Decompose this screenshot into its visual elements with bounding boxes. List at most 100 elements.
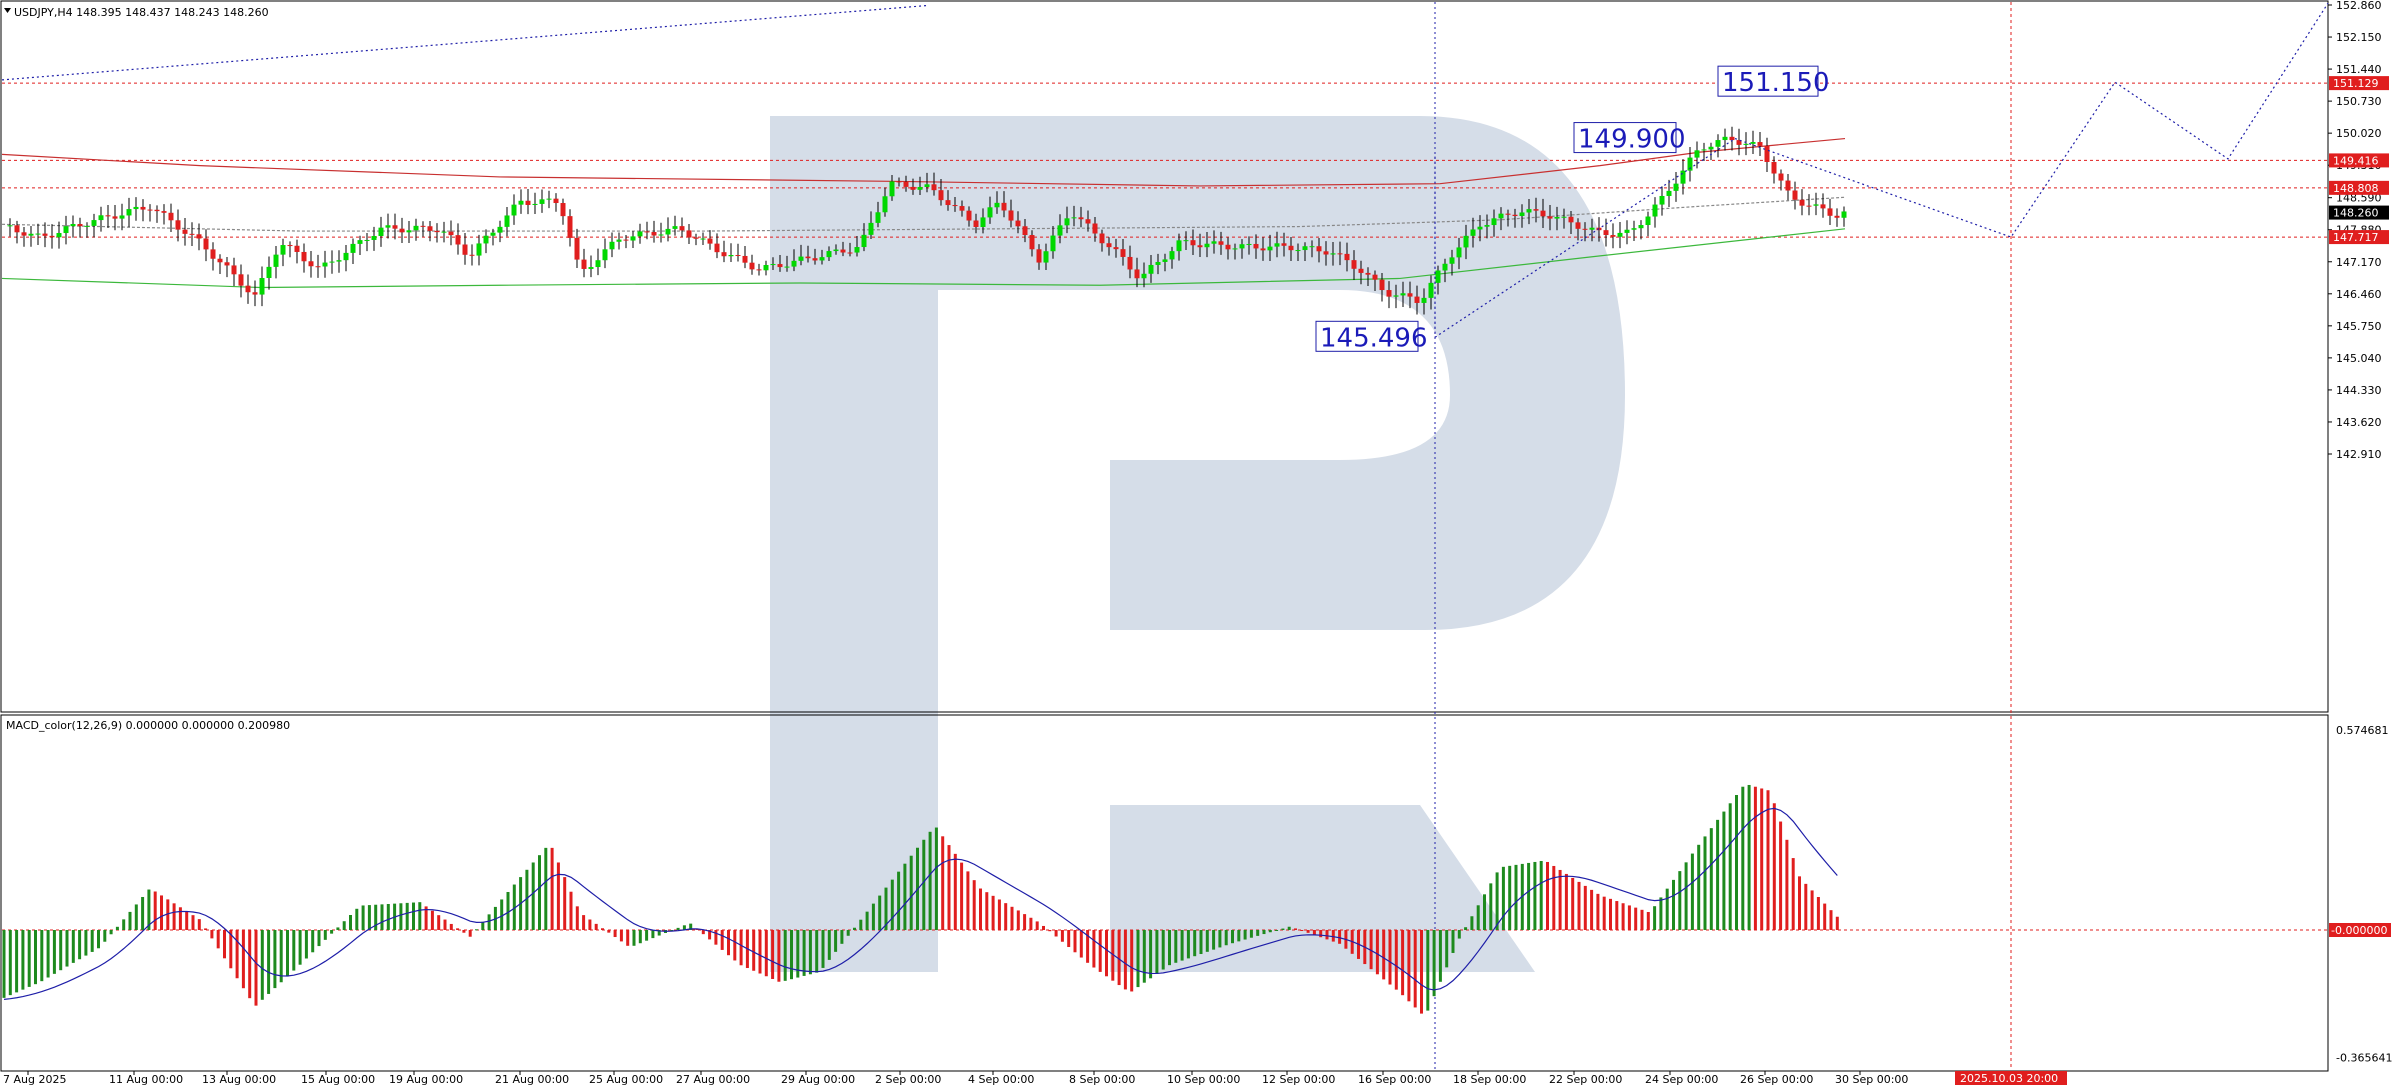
macd-histogram-bar — [506, 891, 510, 930]
candle-body — [637, 231, 643, 237]
candle-body — [616, 239, 622, 242]
candle-body — [476, 243, 482, 256]
price-box-label: 148.260 — [2333, 207, 2379, 220]
macd-histogram-bar — [1294, 928, 1297, 930]
candle-body — [1148, 264, 1154, 274]
candle-body — [1715, 140, 1721, 147]
macd-histogram-bar — [979, 888, 982, 930]
x-tick-label: 11 Aug 00:00 — [109, 1073, 183, 1086]
macd-histogram-bar — [1646, 912, 1650, 930]
macd-histogram-bar — [71, 930, 75, 963]
candle-body — [455, 235, 461, 245]
candle-body — [448, 231, 454, 236]
macd-histogram-bar — [1016, 910, 1020, 930]
candle-body — [1477, 226, 1483, 230]
macd-histogram-bar — [210, 930, 214, 939]
macd-histogram-bar — [128, 911, 132, 930]
macd-histogram-bar — [1105, 930, 1108, 977]
candle-body — [882, 196, 888, 213]
y-tick-label: 151.440 — [2336, 63, 2382, 76]
macd-histogram-bar — [588, 919, 592, 930]
price-annotation-label: 149.900 — [1578, 125, 1686, 155]
candle-body — [1498, 213, 1504, 219]
candle-body — [336, 260, 342, 262]
macd-histogram-bar — [815, 930, 819, 973]
candle-body — [1246, 243, 1252, 245]
macd-histogram-bar — [1829, 910, 1833, 930]
candle-body — [504, 215, 510, 227]
candle-body — [1624, 229, 1630, 233]
macd-histogram-bar — [223, 930, 226, 959]
x-tick-label: 21 Aug 00:00 — [495, 1073, 569, 1086]
candle-body — [238, 274, 244, 286]
candle-body — [1309, 246, 1315, 248]
candle-body — [623, 239, 629, 241]
macd-histogram-bar — [1161, 930, 1165, 970]
macd-histogram-bar — [267, 930, 271, 994]
price-box-label: 149.416 — [2333, 154, 2379, 167]
macd-histogram-bar — [172, 903, 176, 930]
chevron-down-icon[interactable] — [4, 8, 11, 13]
price-box — [2329, 205, 2389, 220]
macd-histogram-bar — [418, 902, 422, 930]
candle-body — [245, 285, 251, 293]
macd-histogram-bar — [1552, 865, 1556, 930]
candle-body — [1449, 257, 1455, 264]
macd-histogram-bar — [109, 930, 113, 935]
macd-histogram-bar — [1615, 901, 1619, 930]
x-tick-label: 2 Sep 00:00 — [875, 1073, 941, 1086]
candle-body — [875, 212, 881, 223]
macd-histogram-bar — [487, 914, 491, 930]
macd-histogram-bar — [960, 862, 964, 930]
macd-histogram-bar — [1193, 930, 1197, 957]
candle-body — [1330, 253, 1336, 255]
macd-histogram-bar — [985, 892, 989, 930]
price-box-label: 148.808 — [2333, 182, 2379, 195]
candle-body — [588, 267, 594, 269]
macd-histogram-bar — [374, 904, 378, 930]
macd-histogram-bar — [46, 930, 50, 978]
candle-body — [322, 262, 328, 267]
macd-histogram-bar — [1338, 930, 1342, 944]
candle-body — [896, 181, 902, 183]
candle-body — [1526, 209, 1532, 213]
macd-histogram-bar — [1457, 930, 1461, 939]
x-tick-label: 7 Aug 2025 — [3, 1073, 66, 1086]
candle-body — [1680, 170, 1686, 184]
macd-histogram-bar — [897, 871, 901, 930]
candle-body — [847, 252, 853, 254]
candle-body — [1834, 215, 1840, 218]
macd-histogram-bar — [1142, 930, 1146, 983]
macd-histogram-bar — [1413, 930, 1417, 1008]
candle-body — [1176, 240, 1182, 252]
candle-body — [910, 186, 916, 190]
macd-histogram-bar — [1508, 865, 1512, 930]
candle-body — [1673, 183, 1679, 191]
candle-body — [154, 209, 160, 212]
candle-body — [42, 233, 48, 236]
macd-histogram-bar — [1117, 930, 1121, 986]
candle-body — [1484, 225, 1490, 227]
macd-histogram-bar — [1558, 869, 1562, 930]
macd-histogram-bar — [846, 930, 850, 936]
macd-histogram-bar — [1231, 930, 1234, 944]
macd-histogram-bar — [1067, 930, 1071, 948]
candle-body — [1589, 227, 1595, 230]
candle-body — [1225, 244, 1231, 250]
macd-histogram-bar — [1212, 930, 1216, 950]
candle-body — [973, 220, 979, 228]
macd-histogram-bar — [399, 903, 403, 930]
macd-histogram-bar — [733, 930, 737, 961]
x-tick-label: 13 Aug 00:00 — [202, 1073, 276, 1086]
macd-histogram-bar — [1533, 861, 1537, 930]
candle-body — [357, 240, 363, 244]
candle-body — [1036, 249, 1042, 263]
macd-histogram-bar — [853, 927, 856, 930]
macd-histogram-bar — [1375, 930, 1379, 975]
macd-histogram-bar — [1627, 905, 1631, 930]
candle-body — [294, 245, 300, 252]
candle-body — [952, 205, 958, 207]
candle-body — [1610, 235, 1616, 237]
macd-histogram-bar — [367, 905, 371, 930]
macd-histogram-bar — [941, 836, 945, 930]
